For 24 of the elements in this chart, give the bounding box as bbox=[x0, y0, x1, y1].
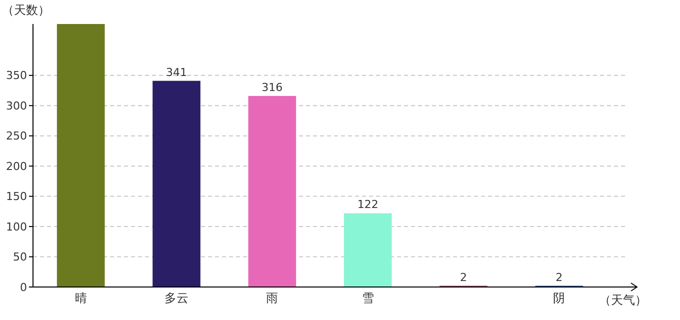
y-tick-label: 200 bbox=[6, 160, 27, 173]
bar bbox=[56, 24, 105, 287]
x-tick-label: 阴 bbox=[553, 291, 566, 305]
data-label: 341 bbox=[166, 66, 187, 79]
data-label: 122 bbox=[357, 198, 378, 212]
data-label: 316 bbox=[262, 80, 283, 94]
y-tick-label: 50 bbox=[13, 250, 27, 264]
y-axis-title: （天数） bbox=[2, 3, 50, 17]
x-tick-label: 多云 bbox=[164, 291, 188, 305]
y-tick-label: 250 bbox=[6, 130, 27, 143]
bar bbox=[152, 80, 200, 287]
y-tick-label: 300 bbox=[6, 99, 27, 112]
data-label: 2 bbox=[460, 270, 467, 284]
y-tick-label: 150 bbox=[6, 190, 27, 204]
x-tick-label: 雨 bbox=[266, 291, 278, 305]
y-tick-label: 100 bbox=[6, 220, 27, 234]
x-tick-label: 晴 bbox=[74, 291, 87, 305]
data-label: 2 bbox=[556, 270, 563, 284]
bar bbox=[344, 213, 392, 287]
x-tick-label: 雪 bbox=[362, 291, 374, 305]
y-tick-label: 350 bbox=[6, 69, 27, 82]
x-axis-title: （天气） bbox=[599, 293, 647, 307]
bar bbox=[248, 96, 296, 287]
y-tick-label: 0 bbox=[20, 280, 27, 294]
